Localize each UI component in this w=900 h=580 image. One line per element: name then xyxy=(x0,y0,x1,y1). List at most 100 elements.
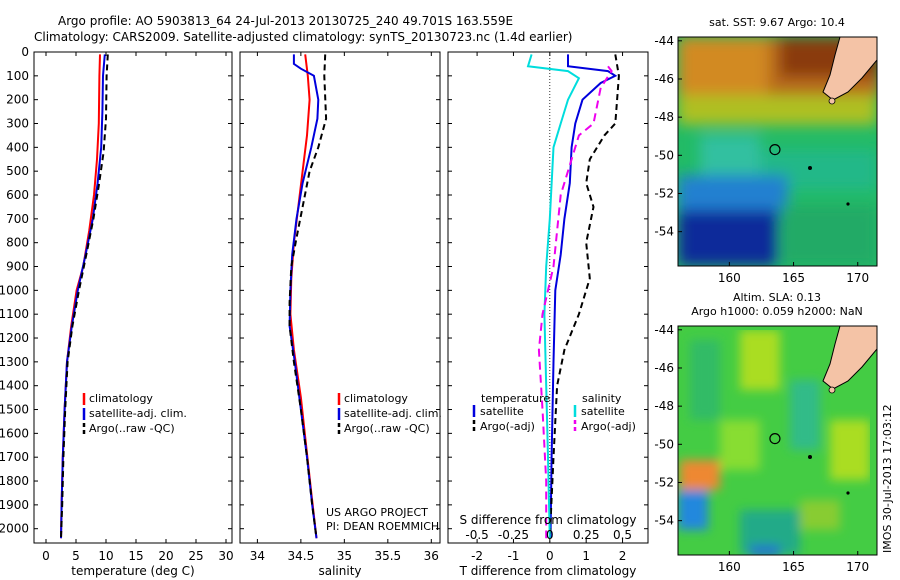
depth-tick-label: 1500 xyxy=(0,403,29,417)
depth-tick-label: 500 xyxy=(6,164,29,178)
argo-float-marker xyxy=(769,143,781,156)
imos-timestamp: IMOS 30-Jul-2013 17:03:12 xyxy=(881,404,894,553)
new-zealand-landmass xyxy=(822,37,877,101)
sla-map-subtitle: Argo h1000: 0.059 h2000: NaN xyxy=(691,305,863,318)
depth-tick-label: 1100 xyxy=(0,307,29,321)
s-tick-label: -0.25 xyxy=(498,528,529,542)
x-tick-label: 0 xyxy=(42,549,50,563)
legend-label-sal-argo: Argo(-adj) xyxy=(581,420,636,433)
snares-island xyxy=(808,455,812,459)
temperature-axis-label: temperature (deg C) xyxy=(71,564,194,578)
x-tick-label: 35 xyxy=(337,549,352,563)
series-line xyxy=(288,54,328,539)
x-tick-label: 5 xyxy=(72,549,80,563)
depth-tick-label: 1300 xyxy=(0,355,29,369)
stewart-island xyxy=(828,97,836,105)
depth-tick-label: 800 xyxy=(6,236,29,250)
legend-label-satellite: satellite-adj. clim. xyxy=(89,407,187,420)
legend-label-temp-argo: Argo(-adj) xyxy=(480,420,535,433)
depth-tick-label: 100 xyxy=(6,69,29,83)
x-tick-label: 35.5 xyxy=(374,549,401,563)
lat-tick-label: -52 xyxy=(654,475,674,489)
legend-label-temp-satellite: satellite xyxy=(480,405,524,418)
t-difference-axis-label: T difference from climatology xyxy=(459,564,637,578)
lat-tick-label: -46 xyxy=(654,72,674,86)
lat-tick-label: -50 xyxy=(654,148,674,162)
series-line xyxy=(537,65,613,539)
sst-map-title: sat. SST: 9.67 Argo: 10.4 xyxy=(709,16,845,29)
x-tick-label: 20 xyxy=(158,549,173,563)
depth-tick-label: 1600 xyxy=(0,426,29,440)
salinity-panel-frame xyxy=(239,51,441,544)
legend-label-climatology: climatology xyxy=(89,392,153,405)
depth-tick-label: 700 xyxy=(6,212,29,226)
lat-tick-label: -54 xyxy=(654,225,674,239)
x-tick-label: 1 xyxy=(582,549,590,563)
lat-tick-label: -48 xyxy=(654,110,674,124)
legend-label-sal-satellite: satellite xyxy=(581,405,625,418)
series-line xyxy=(288,54,320,539)
lon-tick-label: 160 xyxy=(718,560,741,574)
lon-tick-label: 165 xyxy=(782,560,805,574)
temperature-legend: climatology satellite-adj. clim. Argo(..… xyxy=(82,392,187,435)
series-line xyxy=(526,54,581,539)
salinity-axis-label: salinity xyxy=(318,564,361,578)
auckland-islands xyxy=(846,202,850,206)
project-annotation: US ARGO PROJECT xyxy=(326,506,428,519)
series-line xyxy=(289,54,318,539)
legend-label-argo: Argo(..raw -QC) xyxy=(89,422,175,435)
lon-tick-label: 170 xyxy=(846,560,869,574)
depth-tick-label: 1200 xyxy=(0,331,29,345)
s-tick-label: -0.5 xyxy=(465,528,488,542)
difference-panel-frame xyxy=(447,51,649,544)
x-tick-label: 34.5 xyxy=(288,549,315,563)
sst-map xyxy=(678,37,877,266)
lat-tick-label: -54 xyxy=(654,514,674,528)
x-tick-label: 30 xyxy=(218,549,233,563)
lat-tick-label: -46 xyxy=(654,361,674,375)
x-tick-label: -2 xyxy=(471,549,483,563)
depth-tick-label: 1800 xyxy=(0,474,29,488)
series-line xyxy=(60,54,101,539)
lon-tick-label: 170 xyxy=(846,271,869,285)
sla-map-title: Altim. SLA: 0.13 xyxy=(733,291,821,304)
s-tick-label: 0.5 xyxy=(613,528,632,542)
depth-tick-label: 1900 xyxy=(0,498,29,512)
lat-tick-label: -44 xyxy=(654,323,674,337)
stewart-island xyxy=(828,386,836,394)
x-tick-label: 10 xyxy=(98,549,113,563)
depth-tick-label: 1700 xyxy=(0,450,29,464)
lat-tick-label: -44 xyxy=(654,34,674,48)
legend-label-argo: Argo(..raw -QC) xyxy=(344,422,430,435)
depth-tick-label: 1000 xyxy=(0,283,29,297)
series-line xyxy=(548,54,620,539)
x-tick-label: 15 xyxy=(128,549,143,563)
lat-tick-label: -50 xyxy=(654,437,674,451)
depth-tick-label: 600 xyxy=(6,188,29,202)
depth-tick-label: 200 xyxy=(6,93,29,107)
s-difference-axis-label: S difference from climatology xyxy=(460,513,637,527)
temperature-panel-frame xyxy=(33,51,233,544)
legend-header-salinity: salinity xyxy=(582,392,622,405)
lon-tick-label: 165 xyxy=(782,271,805,285)
depth-tick-label: 2000 xyxy=(0,522,29,536)
auckland-islands xyxy=(846,491,850,495)
new-zealand-landmass xyxy=(822,326,877,390)
series-line xyxy=(60,54,109,539)
x-tick-label: 0 xyxy=(546,549,554,563)
s-tick-label: 0.25 xyxy=(573,528,600,542)
snares-island xyxy=(808,166,812,170)
pi-annotation: PI: DEAN ROEMMICH xyxy=(326,520,439,533)
x-tick-label: -1 xyxy=(507,549,519,563)
legend-header-temperature: temperature xyxy=(481,392,550,405)
figure-title-line-2: Climatology: CARS2009. Satellite-adjuste… xyxy=(34,30,573,44)
depth-tick-label: 900 xyxy=(6,260,29,274)
lat-tick-label: -48 xyxy=(654,399,674,413)
depth-tick-label: 1400 xyxy=(0,379,29,393)
x-tick-label: 25 xyxy=(188,549,203,563)
figure-title-line-1: Argo profile: AO 5903813_64 24-Jul-2013 … xyxy=(58,14,514,28)
lat-tick-label: -52 xyxy=(654,186,674,200)
difference-legend: temperature salinity satellite Argo(-adj… xyxy=(472,392,636,433)
depth-tick-label: 400 xyxy=(6,140,29,154)
